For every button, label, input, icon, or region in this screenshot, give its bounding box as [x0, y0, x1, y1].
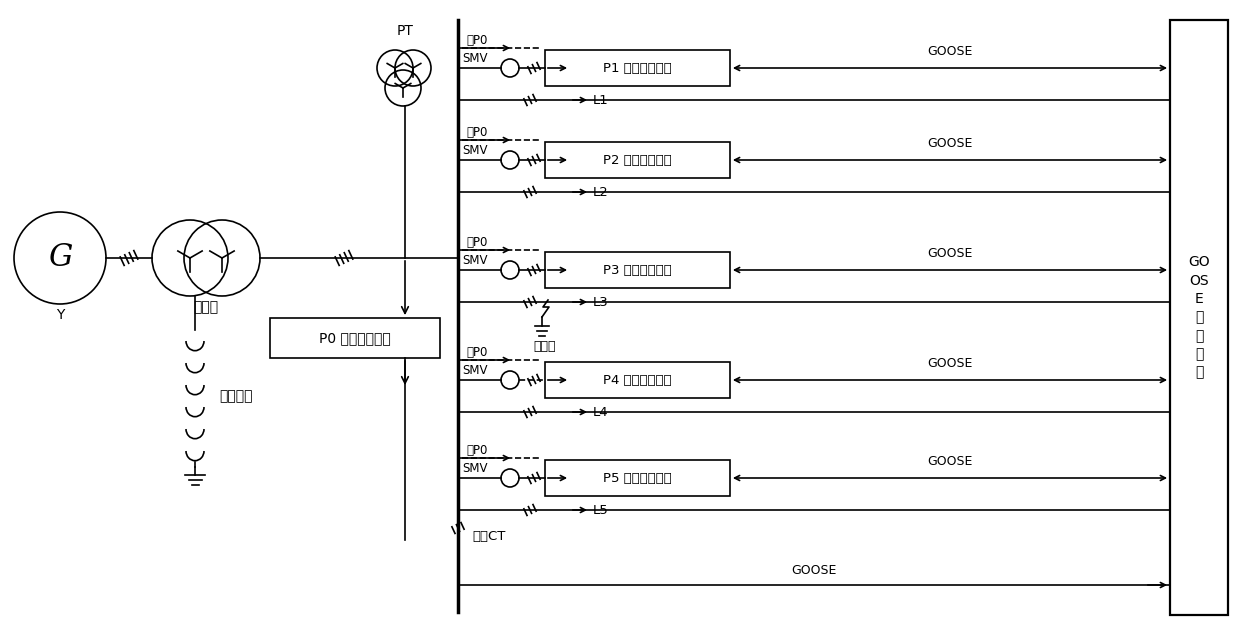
Bar: [1171, 20, 1228, 615]
Text: L5: L5: [593, 504, 609, 516]
Text: GOOSE: GOOSE: [928, 45, 972, 58]
Text: 至P0: 至P0: [466, 444, 487, 457]
Text: P3 采集输出装置: P3 采集输出装置: [603, 264, 672, 276]
Text: 故障点: 故障点: [533, 340, 557, 353]
Text: P4 采集输出装置: P4 采集输出装置: [603, 373, 672, 387]
Text: SMV: SMV: [463, 52, 487, 65]
Text: GOOSE: GOOSE: [928, 357, 972, 370]
Bar: [270, 318, 440, 358]
Text: G: G: [48, 243, 72, 274]
Text: 零序CT: 零序CT: [472, 530, 506, 543]
Text: 至P0: 至P0: [466, 346, 487, 359]
Text: P5 采集输出装置: P5 采集输出装置: [603, 472, 672, 485]
Text: SMV: SMV: [463, 462, 487, 475]
Text: 至P0: 至P0: [466, 34, 487, 47]
Text: L3: L3: [593, 295, 609, 309]
Text: GOOSE: GOOSE: [928, 137, 972, 150]
Text: 消弧线圈: 消弧线圈: [219, 389, 253, 403]
Text: GOOSE: GOOSE: [928, 247, 972, 260]
Text: 至P0: 至P0: [466, 126, 487, 139]
Text: L1: L1: [593, 93, 609, 107]
Text: GO
OS
E
通
信
网
络: GO OS E 通 信 网 络: [1188, 255, 1210, 380]
Text: 中性点: 中性点: [193, 300, 218, 314]
Text: Y: Y: [56, 308, 64, 322]
Text: SMV: SMV: [463, 364, 487, 377]
Text: GOOSE: GOOSE: [791, 564, 837, 577]
Text: PT: PT: [397, 24, 413, 38]
Text: 至P0: 至P0: [466, 236, 487, 249]
Bar: [546, 50, 730, 86]
Text: GOOSE: GOOSE: [928, 455, 972, 468]
Text: L2: L2: [593, 185, 609, 199]
Bar: [546, 460, 730, 496]
Text: P1 采集输出装置: P1 采集输出装置: [603, 62, 672, 74]
Bar: [546, 142, 730, 178]
Text: P0 接地选线装置: P0 接地选线装置: [319, 331, 391, 345]
Text: SMV: SMV: [463, 144, 487, 157]
Bar: [546, 252, 730, 288]
Text: SMV: SMV: [463, 254, 487, 267]
Text: P2 采集输出装置: P2 采集输出装置: [603, 154, 672, 166]
Text: L4: L4: [593, 406, 609, 418]
Bar: [546, 362, 730, 398]
